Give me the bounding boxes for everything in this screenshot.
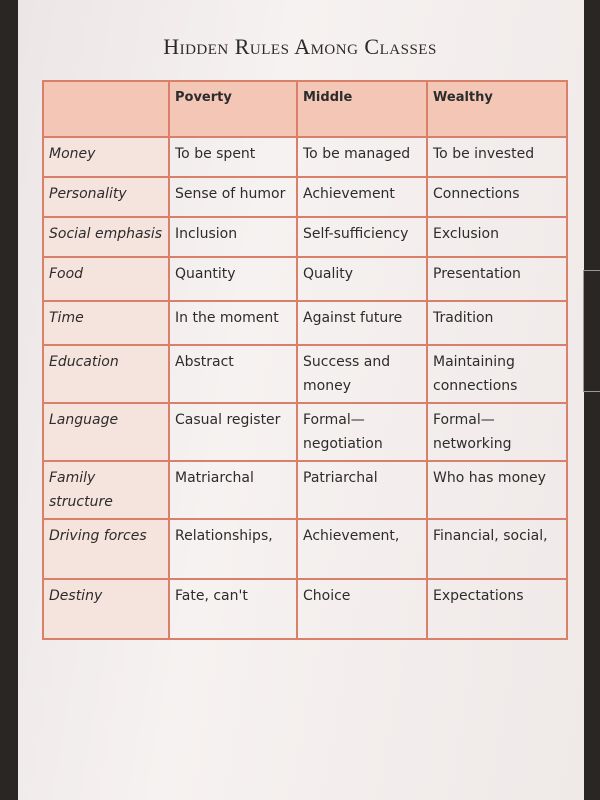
table-cell: Maintaining connections xyxy=(426,344,568,404)
rules-table: Poverty Middle Wealthy Money To be spent To … xyxy=(42,80,568,640)
table-cell: Inclusion xyxy=(168,216,298,258)
document-title: Hidden Rules Among Classes xyxy=(163,34,437,59)
table-cell: Patriarchal xyxy=(296,460,428,520)
table-row: Driving forces Relationships, Achievement,… xyxy=(42,518,568,580)
table-row: Social emphasis Inclusion Self-sufficiency… xyxy=(42,216,568,258)
table-row: Language Casual register Formal—negotiatio… xyxy=(42,402,568,462)
table-cell: Presentation xyxy=(426,256,568,302)
table-cell: Achievement, xyxy=(296,518,428,580)
table-cell: Formal—negotiation xyxy=(296,402,428,462)
table-body: Money To be spent To be managed To be inves… xyxy=(42,136,568,640)
column-header: Wealthy xyxy=(426,80,568,138)
row-label: Family structure xyxy=(42,460,170,520)
row-label: Education xyxy=(42,344,170,404)
table-cell: Sense of humor xyxy=(168,176,298,218)
table-cell: Formal—networking xyxy=(426,402,568,462)
table-row: Time In the moment Against future Tradition xyxy=(42,300,568,346)
table-cell: Against future xyxy=(296,300,428,346)
column-header: Poverty xyxy=(168,80,298,138)
table-cell: Expectations xyxy=(426,578,568,640)
table-cell: Quality xyxy=(296,256,428,302)
table-cell: Quantity xyxy=(168,256,298,302)
table-cell: Abstract xyxy=(168,344,298,404)
table-cell: Who has money xyxy=(426,460,568,520)
row-label: Language xyxy=(42,402,170,462)
table-cell: Exclusion xyxy=(426,216,568,258)
table-row: Money To be spent To be managed To be inves… xyxy=(42,136,568,178)
table-row: Personality Sense of humor Achievement Conn… xyxy=(42,176,568,218)
table-cell: Matriarchal xyxy=(168,460,298,520)
column-header: Middle xyxy=(296,80,428,138)
row-label: Social emphasis xyxy=(42,216,170,258)
table-cell: Connections xyxy=(426,176,568,218)
table-cell: Achievement xyxy=(296,176,428,218)
row-label: Money xyxy=(42,136,170,178)
table-cell: Choice xyxy=(296,578,428,640)
row-label: Driving forces xyxy=(42,518,170,580)
table-cell: To be managed xyxy=(296,136,428,178)
table-cell: Fate, can't xyxy=(168,578,298,640)
table-cell: To be spent xyxy=(168,136,298,178)
table-row: Food Quantity Quality Presentation xyxy=(42,256,568,302)
table-cell: Relationships, xyxy=(168,518,298,580)
row-label: Destiny xyxy=(42,578,170,640)
table-row: Destiny Fate, can't Choice Expectations xyxy=(42,578,568,640)
header-corner xyxy=(42,80,170,138)
table-cell: Self-sufficiency xyxy=(296,216,428,258)
next-page-edge xyxy=(583,270,600,392)
table-cell: In the moment xyxy=(168,300,298,346)
row-label: Personality xyxy=(42,176,170,218)
table-cell: Financial, social, xyxy=(426,518,568,580)
table-cell: Success and money xyxy=(296,344,428,404)
table-cell: Tradition xyxy=(426,300,568,346)
table-cell: Casual register xyxy=(168,402,298,462)
header-row: Poverty Middle Wealthy xyxy=(42,80,568,138)
row-label: Food xyxy=(42,256,170,302)
row-label: Time xyxy=(42,300,170,346)
table-row: Education Abstract Success and money Mainta… xyxy=(42,344,568,404)
table-cell: To be invested xyxy=(426,136,568,178)
table-row: Family structure Matriarchal Patriarchal Wh… xyxy=(42,460,568,520)
